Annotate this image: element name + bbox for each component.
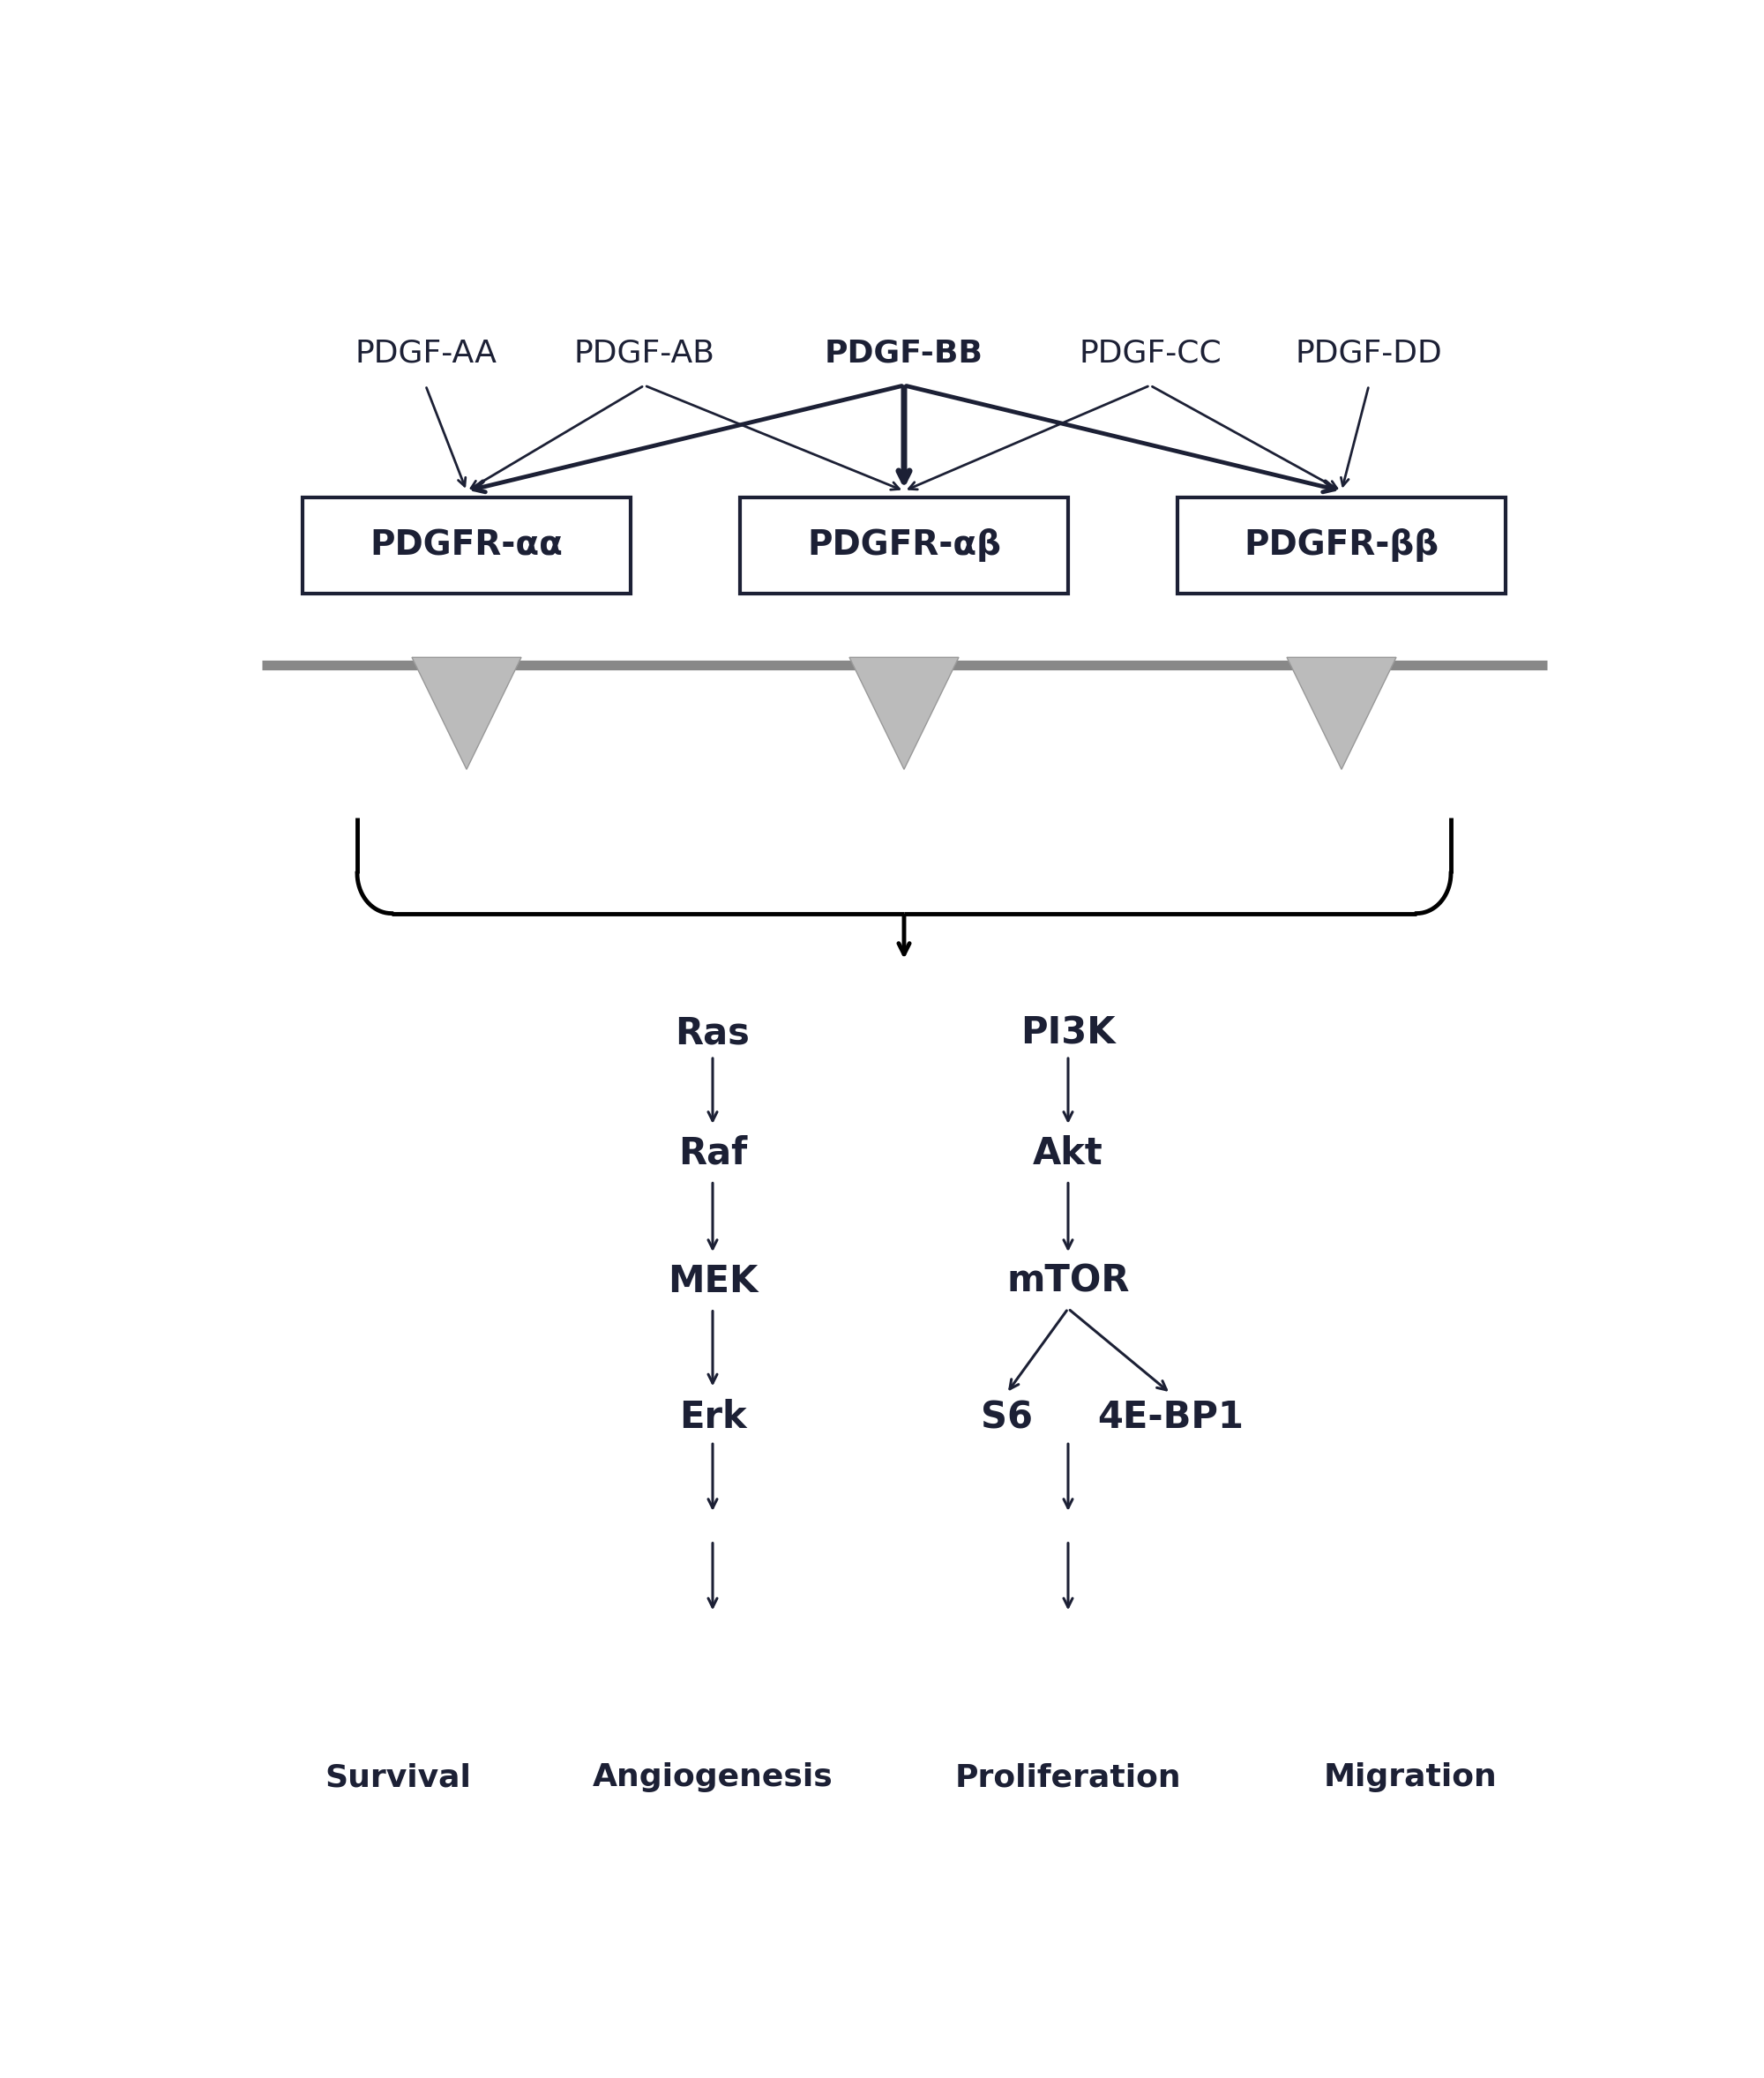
Text: MEK: MEK [667,1263,759,1301]
Polygon shape [1286,657,1397,769]
Text: PDGF-CC: PDGF-CC [1080,339,1221,368]
Bar [303,497,632,594]
Text: Raf: Raf [677,1135,748,1172]
Text: Angiogenesis: Angiogenesis [593,1762,833,1793]
Text: PDGF-BB: PDGF-BB [826,339,983,368]
Text: PDGF-DD: PDGF-DD [1295,339,1443,368]
Polygon shape [850,657,960,769]
Text: PDGFR-ββ: PDGFR-ββ [1244,528,1439,563]
Bar [741,497,1069,594]
Text: PI3K: PI3K [1021,1014,1115,1051]
Text: PDGFR-αβ: PDGFR-αβ [808,528,1002,563]
Text: Survival: Survival [325,1762,471,1793]
Bar [1178,497,1506,594]
Text: Migration: Migration [1323,1762,1496,1793]
Text: PDGF-AB: PDGF-AB [573,339,714,368]
Text: mTOR: mTOR [1007,1263,1129,1301]
Text: Akt: Akt [1034,1135,1102,1172]
Text: S6: S6 [981,1398,1032,1436]
Text: PDGFR-αα: PDGFR-αα [370,528,563,563]
Text: Erk: Erk [679,1398,746,1436]
Polygon shape [413,657,522,769]
Text: PDGF-AA: PDGF-AA [355,339,497,368]
Text: Ras: Ras [676,1014,750,1051]
Text: Proliferation: Proliferation [954,1762,1182,1793]
Text: 4E-BP1: 4E-BP1 [1097,1398,1244,1436]
